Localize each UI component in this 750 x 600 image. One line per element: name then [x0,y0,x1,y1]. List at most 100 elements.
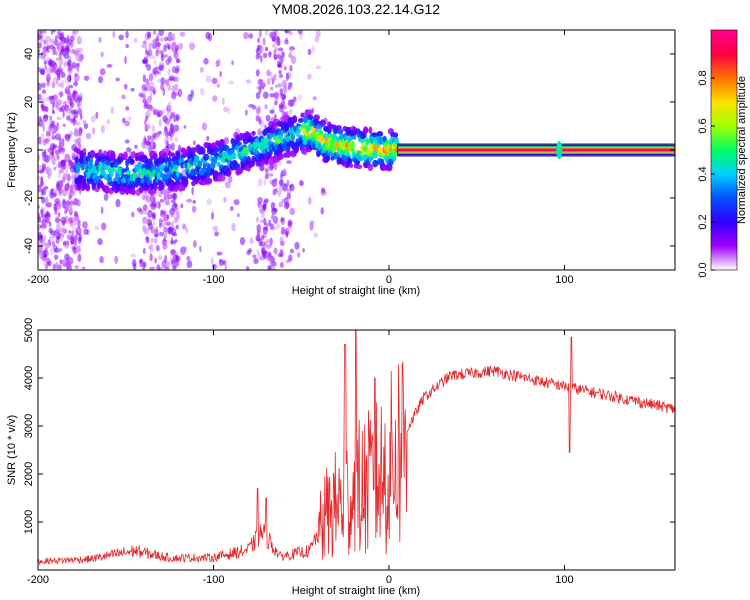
spectrogram-ridge-cell [113,162,119,168]
spectrogram-noise-cell [154,233,159,238]
spectrogram-noise-cell [171,232,178,237]
spectrogram-noise-cell [276,222,280,230]
snr-xtick-label: -100 [202,574,224,586]
spectrogram-noise-cell [60,46,65,52]
spectrogram-noise-cell [222,97,225,105]
spectrogram-noise-cell [265,47,268,52]
spectrogram-noise-cell [149,253,153,262]
spectrogram-noise-cell [69,175,76,180]
spectrogram-noise-cell [264,30,269,36]
spectrogram-noise-cell [70,185,76,195]
spectrogram-noise-cell [207,32,213,42]
spectrogram-noise-cell [130,253,136,258]
spectrogram-noise-cell [51,99,54,107]
colorbar-tick-label: 0.0 [697,262,709,277]
spectrogram-noise-cell [147,95,152,104]
spectrogram-noise-cell [167,193,174,200]
spectrogram-noise-cell [314,35,320,43]
spectrogram-noise-cell [40,133,45,142]
spectrogram-noise-cell [62,101,67,106]
spectrogram-ridge-cell [125,158,130,167]
spectrogram-noise-cell [57,264,62,270]
spectrogram-noise-cell [255,55,260,61]
spectrogram-noise-cell [168,227,172,235]
spectrogram-noise-cell [275,187,279,193]
spectrogram-noise-cell [216,251,223,256]
spectrogram-noise-cell [115,77,120,82]
spectrogram-noise-cell [60,71,66,78]
spectrogram-noise-cell [186,260,193,269]
spectrogram-noise-cell [64,210,67,215]
spectrogram-noise-cell [55,100,59,109]
spectrogram-noise-cell [288,31,293,36]
spectrogram-noise-cell [201,122,207,131]
spectrogram-noise-cell [40,82,46,88]
colorbar-ticks: 0.0 0.2 0.4 0.6 0.8 [697,70,715,278]
spectrogram-noise-cell [98,75,104,84]
spectrogram-noise-cell [72,30,76,35]
spectrogram-noise-cell [307,196,312,206]
figure-title: YM08.2026.103.22.14.G12 [272,1,440,17]
spectrogram-noise-cell [157,78,161,83]
spectrogram-noise-cell [58,179,64,188]
spectrogram-noise-cell [294,241,300,250]
spectrogram-noise-cell [71,227,77,233]
spectrogram-noise-cell [278,201,283,208]
spectrogram-noise-cell [52,263,56,270]
spectrogram-ridge-cell [344,135,349,141]
spectrogram-noise-cell [258,82,263,87]
colorbar: 0.0 0.2 0.4 0.6 0.8 Normalized spectral ampl… [697,29,748,278]
spectrogram-noise-cell [263,178,267,186]
spectrogram-noise-cell [45,35,52,43]
spectrogram-noise-cell [134,37,138,44]
spectrogram-noise-cell [68,130,74,135]
spectrogram-ridge-cell [235,136,240,143]
spectrogram-noise-cell [98,36,102,43]
spectrogram-ridge-cell [292,115,298,123]
spectrogram-noise-cell [53,65,57,71]
spectrogram-ridge-cell [225,169,232,177]
spectrogram-noise-cell [160,77,166,85]
spectrogram-noise-cell [211,77,218,85]
spectrogram-noise-cell [57,172,62,178]
spectrogram-ridge-cell [376,131,384,137]
spectrogram-ridge-cell [252,141,258,150]
spectrogram-zero-band-3 [397,148,675,152]
spectrogram-noise-cell [192,199,197,204]
spectrogram-noise-cell [164,36,168,42]
spectrogram-noise-cell [51,130,55,136]
spectrogram-noise-cell [67,35,70,42]
spectrogram-noise-cell [174,76,180,83]
spectrogram-noise-cell [74,127,78,133]
spectrogram-noise-cell [199,67,204,73]
spectrogram-noise-cell [51,110,56,115]
spectrogram-noise-cell [153,30,157,35]
spectrogram-noise-cell [65,106,70,114]
spectrogram-noise-cell [199,87,205,96]
spectrogram-noise-cell [270,266,276,270]
spectrogram-noise-cell [277,53,282,60]
spectrogram-noise-cell [170,220,174,229]
spectrogram-noise-cell [165,136,169,143]
spectrogram-noise-cell [54,34,58,43]
spectrogram-noise-cell [257,178,263,187]
spectrogram-noise-cell [210,257,214,266]
spectrogram-noise-cell [142,40,147,45]
spectrogram-noise-cell [266,77,271,86]
spectrogram-noise-cell [60,159,67,165]
spectrogram-noise-cell [175,113,179,122]
spectrogram-noise-cell [270,256,276,265]
spectrogram-noise-cell [152,141,157,150]
spectrogram-noise-cell [158,64,165,71]
spectrogram-ridge-cell [200,147,206,155]
spectrogram-noise-cell [255,115,260,122]
spectrogram-xtick-label: 100 [555,274,573,286]
spectrogram-noise-cell [44,65,47,70]
spectrogram-noise-cell [272,225,277,231]
spectrogram-noise-cell [258,30,263,39]
spectrogram-noise-cell [150,40,156,47]
colorbar-tick-label: 0.2 [697,214,709,229]
spectrogram-ytick-label: 0 [23,147,35,153]
spectrogram-noise-cell [78,108,83,116]
